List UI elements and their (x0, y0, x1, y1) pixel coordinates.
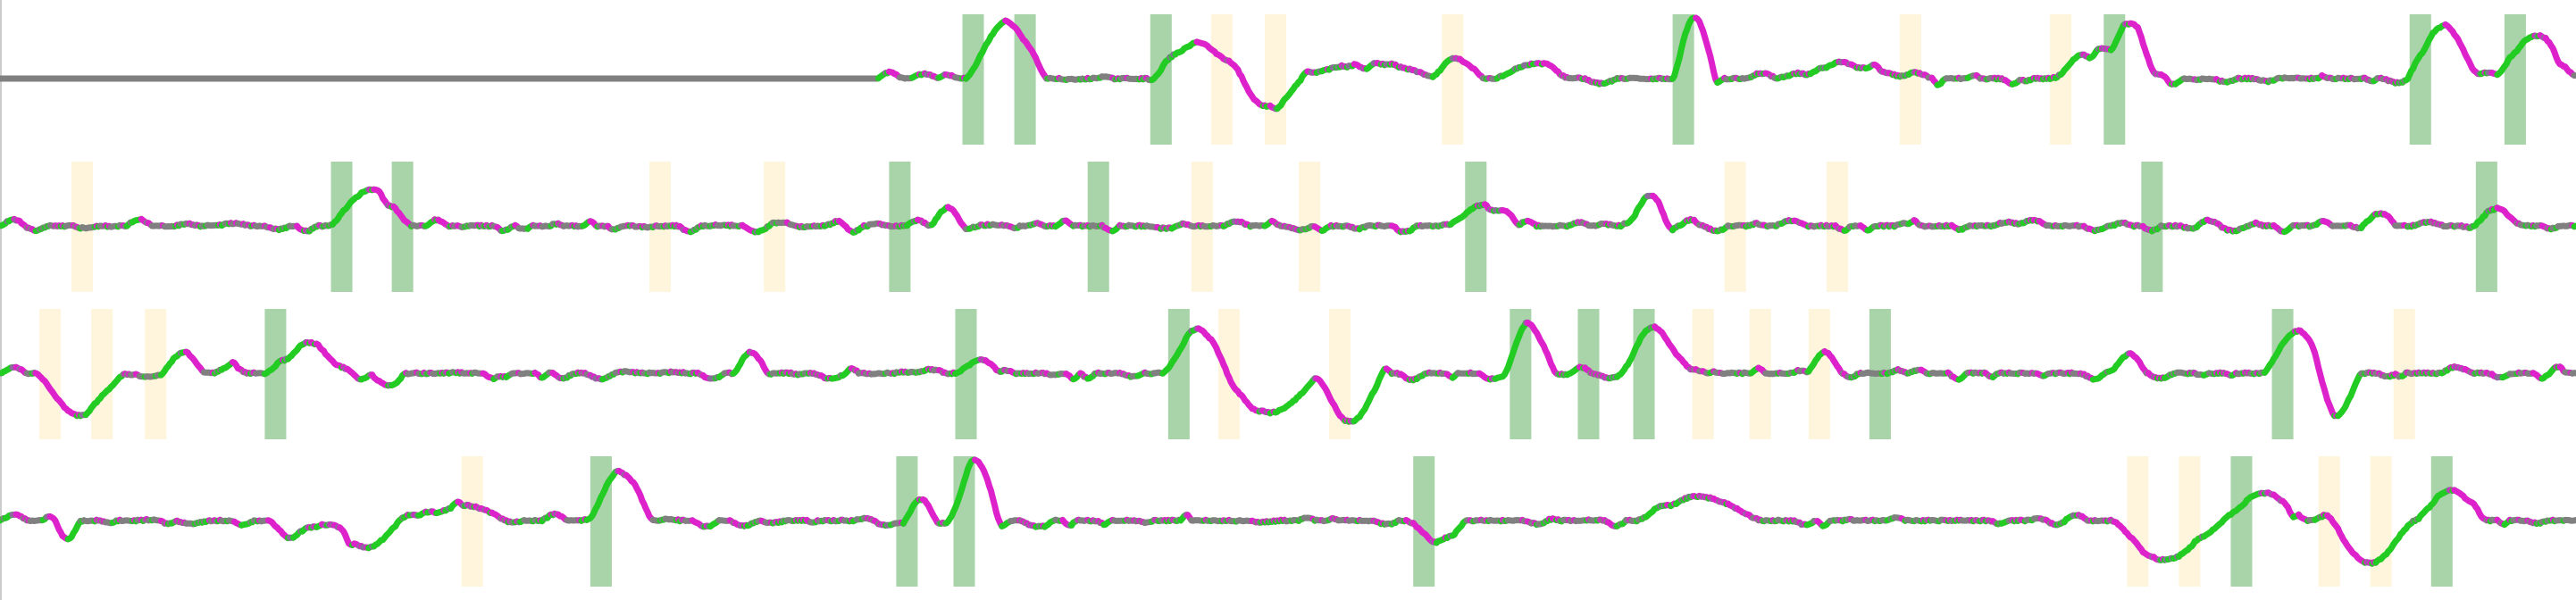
strong-highlight-band (1465, 162, 1486, 292)
faint-highlight-band (1442, 14, 1463, 145)
signal-segment (2565, 520, 2576, 521)
strong-highlight-band (2230, 456, 2252, 587)
faint-highlight-band (1211, 14, 1233, 145)
faint-highlight-band (1900, 14, 1921, 145)
faint-highlight-band (1265, 14, 1286, 145)
faint-highlight-band (39, 309, 61, 439)
faint-highlight-band (2179, 456, 2200, 587)
strong-highlight-band (1413, 456, 1434, 587)
signal-segment (1630, 78, 1652, 79)
strong-highlight-band (590, 456, 612, 587)
strong-highlight-band (2410, 14, 2431, 145)
faint-highlight-band (2127, 456, 2148, 587)
strong-highlight-band (2476, 162, 2497, 292)
strong-highlight-band (2272, 309, 2294, 439)
strong-highlight-band (2505, 14, 2526, 145)
faint-highlight-band (462, 456, 483, 587)
strong-highlight-band (1168, 309, 1190, 439)
faint-highlight-band (1809, 309, 1830, 439)
faint-highlight-band (2371, 456, 2392, 587)
signal-segment (2572, 373, 2576, 374)
strong-highlight-band (2431, 456, 2453, 587)
faint-highlight-band (91, 309, 113, 439)
